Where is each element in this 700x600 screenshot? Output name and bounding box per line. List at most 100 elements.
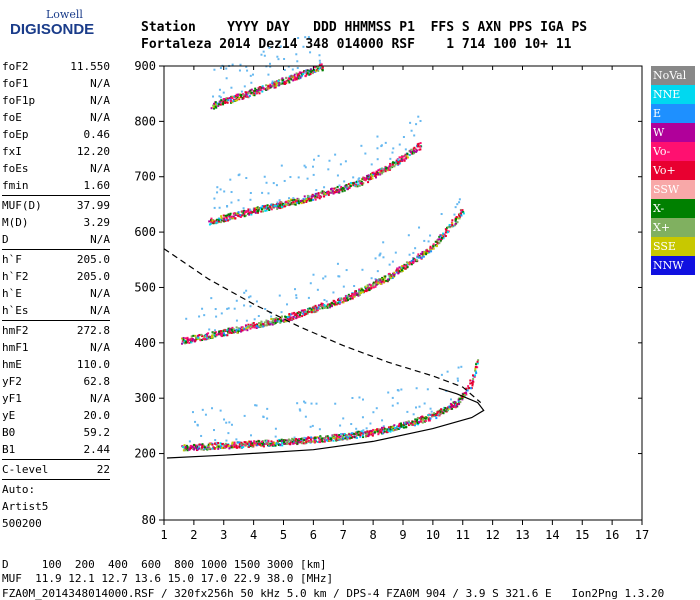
echo-point xyxy=(426,388,429,391)
echo-point xyxy=(294,76,297,79)
echo-point xyxy=(189,444,192,447)
echo-point xyxy=(246,443,249,446)
echo-point xyxy=(309,73,312,76)
echo-point xyxy=(315,192,318,195)
echo-point xyxy=(276,319,279,322)
echo-point xyxy=(296,197,299,200)
separator xyxy=(2,320,110,321)
echo-point xyxy=(402,426,405,429)
echo-point xyxy=(393,165,396,168)
echo-point xyxy=(321,192,324,195)
param-key: h`Es xyxy=(2,304,29,317)
param-key: foEs xyxy=(2,162,29,175)
echo-point xyxy=(283,68,286,71)
echo-point xyxy=(280,320,283,323)
echo-point xyxy=(369,176,372,179)
echo-point xyxy=(312,173,315,176)
echo-point xyxy=(288,313,291,316)
echo-point xyxy=(293,73,296,76)
echo-point xyxy=(370,163,373,166)
echo-point xyxy=(245,65,248,68)
echo-point xyxy=(415,150,418,153)
echo-point xyxy=(306,308,309,311)
echo-point xyxy=(266,323,269,326)
echo-point xyxy=(293,438,296,441)
echo-point xyxy=(235,445,238,448)
echo-point xyxy=(292,197,295,200)
echo-point xyxy=(250,211,253,214)
echo-point xyxy=(331,436,334,439)
echo-point xyxy=(207,446,210,449)
echo-point xyxy=(208,328,211,331)
echo-point xyxy=(346,438,349,441)
echo-point xyxy=(255,440,258,443)
echo-point xyxy=(394,428,397,431)
echo-point xyxy=(228,421,231,424)
echo-point xyxy=(381,280,384,283)
footer-file-info: FZA0M_2014348014000.RSF / 320fx256h 50 k… xyxy=(2,587,665,600)
echo-point xyxy=(464,391,467,394)
echo-point xyxy=(332,291,335,294)
echo-point xyxy=(263,321,266,324)
echo-point xyxy=(227,432,230,435)
echo-point xyxy=(253,324,256,327)
echo-point xyxy=(442,232,445,235)
echo-point xyxy=(233,443,236,446)
echo-point xyxy=(421,421,424,424)
echo-point xyxy=(193,447,196,450)
param-row: D N/A xyxy=(2,231,110,248)
echo-point xyxy=(337,438,340,441)
echo-point xyxy=(246,210,249,213)
echo-point xyxy=(182,338,185,341)
echo-point xyxy=(210,217,213,220)
echo-point xyxy=(312,273,315,276)
echo-point xyxy=(429,248,432,251)
echo-point xyxy=(214,308,217,311)
echo-point xyxy=(247,323,250,326)
echo-point xyxy=(413,424,416,427)
echo-point xyxy=(381,172,384,175)
echo-point xyxy=(407,262,410,265)
echo-point xyxy=(298,314,301,317)
echo-point xyxy=(336,174,339,177)
echo-point xyxy=(438,238,441,241)
echo-point xyxy=(276,205,279,208)
echo-point xyxy=(463,392,466,395)
echo-point xyxy=(215,441,218,444)
echo-point xyxy=(250,444,253,447)
echo-point xyxy=(238,98,241,101)
echo-point xyxy=(191,339,194,342)
echo-point xyxy=(265,209,268,212)
echo-point xyxy=(360,432,363,435)
echo-point xyxy=(334,436,337,439)
echo-point xyxy=(321,191,324,194)
echo-point xyxy=(252,321,255,324)
y-tick-label: 900 xyxy=(134,59,156,73)
echo-point xyxy=(342,301,345,304)
echo-point xyxy=(371,430,374,433)
echo-point xyxy=(306,72,309,75)
echo-point xyxy=(213,334,216,337)
echo-point xyxy=(295,200,298,203)
echo-point xyxy=(265,88,268,91)
echo-point xyxy=(239,444,242,447)
echo-point xyxy=(441,234,444,237)
echo-point xyxy=(210,107,213,110)
echo-point xyxy=(249,442,252,445)
echo-point xyxy=(212,95,215,98)
echo-point xyxy=(282,439,285,442)
echo-point xyxy=(316,440,319,443)
echo-point xyxy=(261,85,264,88)
echo-point xyxy=(245,319,248,322)
echo-point xyxy=(268,46,271,49)
echo-point xyxy=(284,317,287,320)
echo-point xyxy=(303,311,306,314)
echo-point xyxy=(183,447,186,450)
echo-point xyxy=(243,441,246,444)
echo-point xyxy=(395,159,398,162)
echo-point xyxy=(248,440,251,443)
echo-point xyxy=(260,86,263,89)
echo-point xyxy=(357,430,360,433)
echo-point xyxy=(253,318,256,321)
echo-point xyxy=(340,298,343,301)
